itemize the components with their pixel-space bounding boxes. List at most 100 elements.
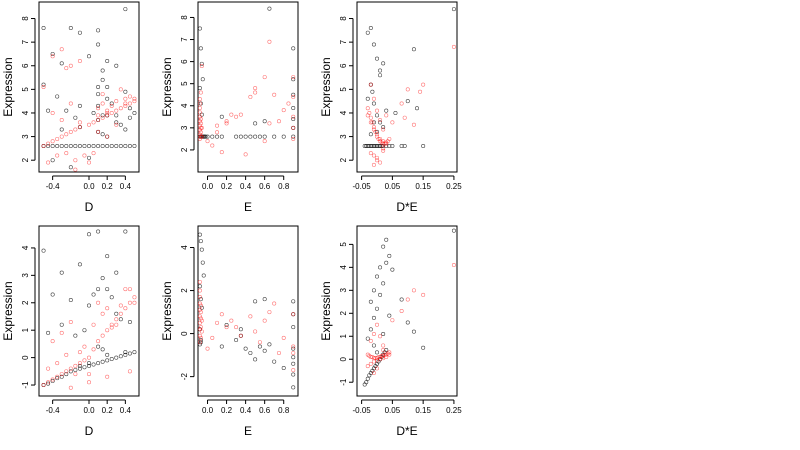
data-point-red: [50, 110, 55, 115]
data-point-black: [367, 144, 372, 149]
data-point-black: [203, 134, 208, 139]
data-point-red: [262, 75, 267, 80]
x-tick-label: 0.8: [278, 182, 290, 191]
x-tick-label: 0.25: [446, 406, 462, 415]
data-point-black: [50, 51, 55, 56]
data-point-red: [243, 152, 248, 157]
data-point-black: [411, 329, 416, 334]
data-point-red: [114, 99, 119, 104]
data-point-red: [267, 121, 272, 126]
data-point-red: [127, 369, 132, 374]
data-point-black: [371, 288, 376, 293]
data-point-black: [91, 144, 96, 149]
data-point-red: [365, 113, 370, 118]
data-point-black: [210, 134, 215, 139]
data-point-red: [371, 331, 376, 336]
data-point-black: [87, 232, 92, 237]
data-point-black: [291, 117, 296, 122]
data-point-black: [105, 96, 110, 101]
y-axis-label: Expression: [319, 281, 333, 340]
data-point-black: [123, 89, 128, 94]
y-tick-label: 3: [339, 134, 348, 139]
data-point-red: [127, 287, 132, 292]
data-point-black: [198, 297, 203, 302]
data-point-red: [234, 114, 239, 119]
data-point-red: [253, 86, 258, 91]
data-point-black: [199, 61, 204, 66]
x-tick-label: 0.2: [221, 182, 233, 191]
data-point-red: [381, 146, 386, 151]
data-point-black: [405, 320, 410, 325]
data-point-red: [132, 295, 137, 300]
data-point-red: [199, 318, 204, 323]
x-axis-label: D*E: [396, 200, 417, 214]
data-point-red: [378, 118, 383, 123]
data-point-black: [96, 85, 101, 90]
data-point-black: [96, 361, 101, 366]
data-point-red: [64, 66, 69, 71]
data-point-red: [96, 113, 101, 118]
data-point-black: [291, 46, 296, 51]
data-point-black: [281, 366, 286, 371]
data-point-black: [100, 359, 105, 364]
data-point-red: [378, 160, 383, 165]
data-point-black: [219, 114, 224, 119]
data-point-black: [291, 361, 296, 366]
x-tick-label: 0.0: [83, 406, 95, 415]
y-tick-label: 7: [339, 39, 348, 44]
data-point-red: [123, 103, 128, 108]
data-point-red: [390, 318, 395, 323]
data-point-black: [381, 281, 386, 286]
data-point-black: [238, 134, 243, 139]
data-point-red: [114, 322, 119, 327]
y-tick-label: 1: [21, 327, 30, 332]
data-point-black: [374, 306, 379, 311]
data-point-red: [374, 108, 379, 113]
data-point-black: [68, 144, 73, 149]
data-point-black: [421, 345, 426, 350]
data-point-red: [118, 311, 123, 316]
data-point-red: [365, 364, 370, 369]
data-point-black: [262, 119, 267, 124]
x-tick-label: 0.25: [446, 182, 462, 191]
data-point-black: [64, 144, 69, 149]
y-tick-label: 7: [180, 37, 189, 42]
data-point-black: [267, 6, 272, 11]
data-point-red: [229, 112, 234, 117]
data-point-red: [291, 75, 296, 80]
plot-frame: [356, 1, 458, 173]
data-point-red: [100, 101, 105, 106]
y-tick-label: 5: [339, 242, 348, 247]
data-point-black: [257, 344, 262, 349]
data-point-black: [291, 346, 296, 351]
data-point-red: [68, 319, 73, 324]
data-point-red: [378, 136, 383, 141]
data-point-red: [215, 130, 220, 135]
data-point-black: [46, 144, 51, 149]
data-point-red: [132, 96, 137, 101]
data-point-red: [118, 303, 123, 308]
data-point-black: [368, 132, 373, 137]
data-point-black: [59, 374, 64, 379]
data-point-red: [46, 141, 51, 146]
data-point-red: [219, 150, 224, 155]
data-point-red: [374, 132, 379, 137]
x-tick-label: 0.05: [385, 182, 401, 191]
data-point-black: [371, 101, 376, 106]
data-point-black: [59, 322, 64, 327]
data-point-red: [197, 327, 202, 332]
y-tick-label: 3: [21, 134, 30, 139]
y-tick-label: 1: [339, 333, 348, 338]
y-tick-label: -1: [339, 378, 348, 386]
x-tick-label: 0.4: [120, 406, 132, 415]
data-point-black: [59, 270, 64, 275]
x-tick-label: 0.4: [240, 406, 252, 415]
data-point-red: [127, 300, 132, 305]
data-point-red: [96, 300, 101, 305]
x-tick-label: 0.2: [102, 182, 114, 191]
data-point-black: [384, 348, 389, 353]
x-tick-label: -0.4: [46, 182, 60, 191]
data-point-black: [82, 328, 87, 333]
data-point-black: [118, 354, 123, 359]
